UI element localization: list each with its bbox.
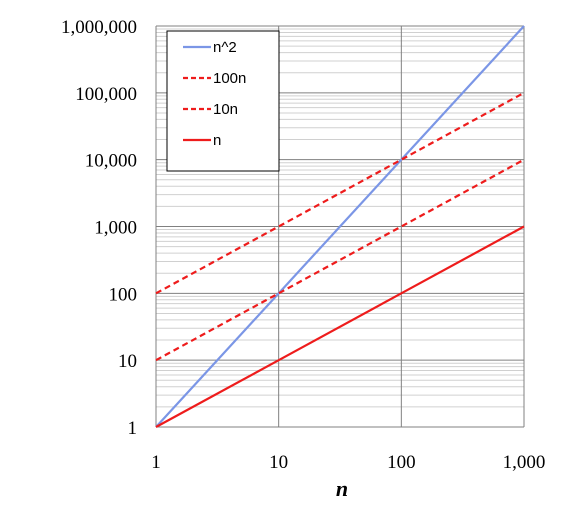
tick-labels: 1 10 100 1,000 10,000 100,000 1,000,000 1 10 100 1… xyxy=(61,17,545,473)
series-line-1 xyxy=(155,25,525,428)
series-line-4 xyxy=(155,225,525,428)
y-tick-label: 10 xyxy=(118,351,137,372)
y-tick-label: 1,000,000 xyxy=(61,17,137,38)
y-tick-label: 100 xyxy=(109,284,138,305)
y-tick-label: 100,000 xyxy=(75,84,137,105)
legend-label: n^2 xyxy=(213,39,237,56)
legend: n^2 100n 10n n xyxy=(166,30,280,172)
x-tick-label: 1 xyxy=(151,452,161,473)
legend-box xyxy=(166,30,280,172)
x-tick-label: 100 xyxy=(387,452,416,473)
series-layer xyxy=(155,25,525,428)
legend-label: 10n xyxy=(213,101,238,118)
y-tick-label: 1 xyxy=(128,418,138,439)
y-tick-label: 1,000 xyxy=(94,218,137,239)
minor-grid xyxy=(156,28,524,408)
x-tick-label: 10 xyxy=(269,452,288,473)
legend-label: n xyxy=(213,132,221,149)
x-tick-label: 1,000 xyxy=(503,452,546,473)
series-line-3 xyxy=(155,158,525,362)
x-axis-label: n xyxy=(336,476,348,501)
legend-label: 100n xyxy=(213,70,246,87)
y-tick-label: 10,000 xyxy=(85,151,137,172)
